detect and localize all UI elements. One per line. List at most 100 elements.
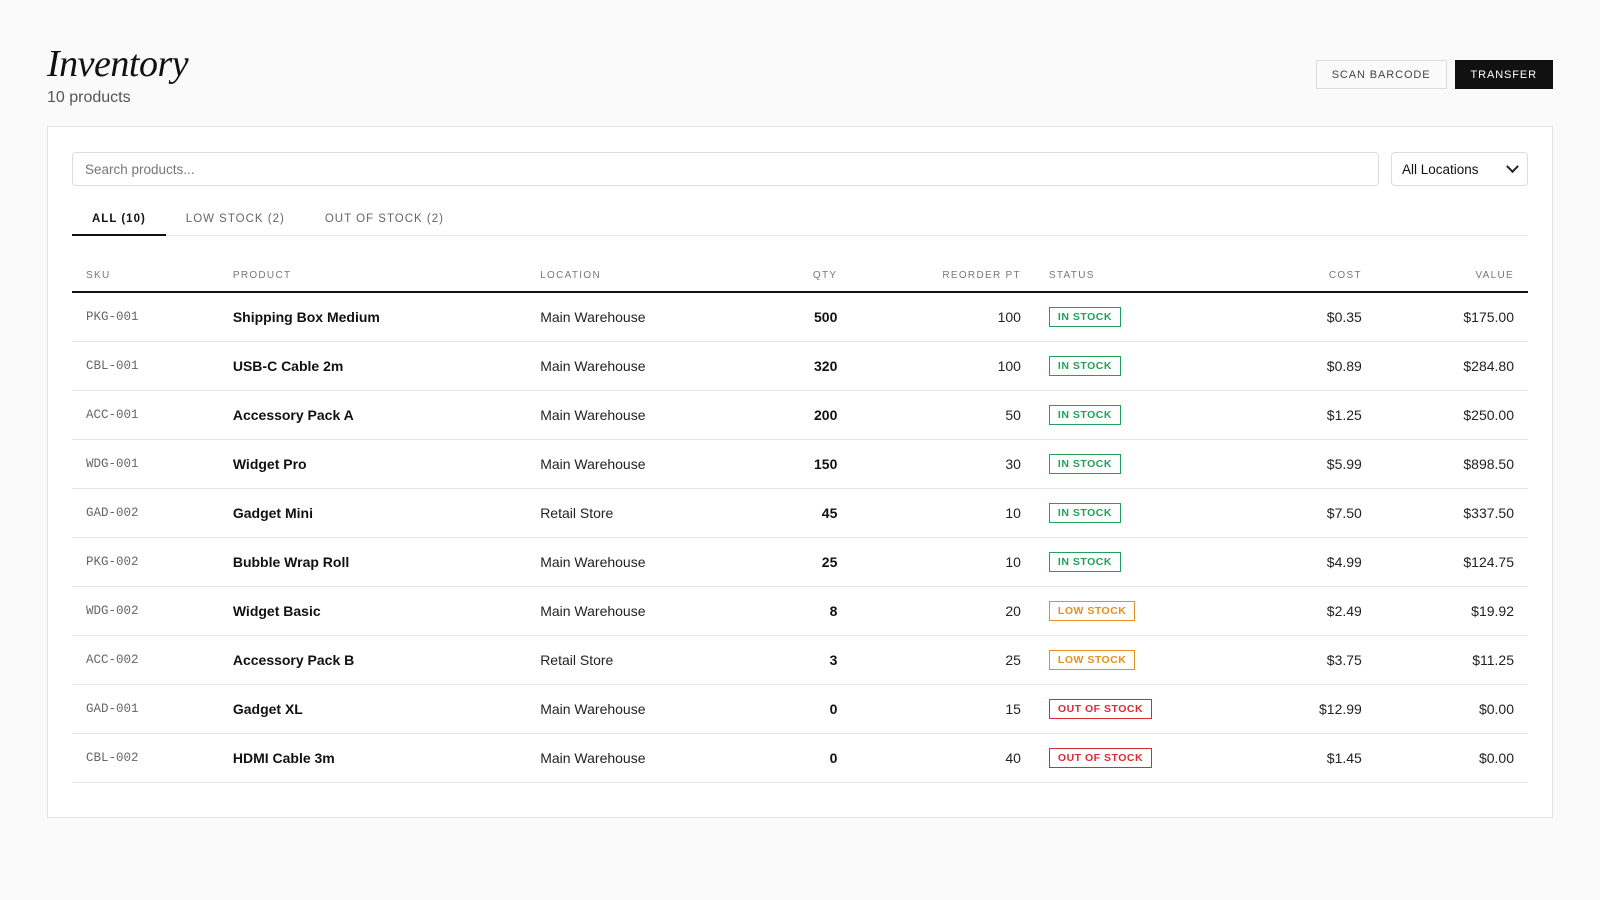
toolbar: All Locations bbox=[72, 152, 1528, 186]
cost-cell: $1.25 bbox=[1213, 390, 1376, 440]
table-row[interactable]: ACC-001 Accessory Pack A Main Warehouse … bbox=[72, 390, 1528, 440]
column-header-reorder-pt[interactable]: REORDER PT bbox=[851, 259, 1035, 293]
qty-cell: 0 bbox=[735, 733, 852, 783]
product-cell: Gadget Mini bbox=[218, 488, 527, 538]
column-header-sku[interactable]: SKU bbox=[72, 259, 219, 293]
inventory-card: All Locations ALL (10) LOW STOCK (2) OUT… bbox=[47, 126, 1553, 818]
product-cell: Bubble Wrap Roll bbox=[218, 537, 527, 587]
tab-low-stock[interactable]: LOW STOCK (2) bbox=[185, 212, 285, 225]
qty-cell: 3 bbox=[735, 635, 852, 685]
column-header-status[interactable]: STATUS bbox=[1034, 259, 1214, 293]
value-cell: $0.00 bbox=[1375, 733, 1528, 783]
value-cell: $337.50 bbox=[1375, 488, 1528, 538]
reorder-cell: 40 bbox=[851, 733, 1035, 783]
table-row[interactable]: CBL-002 HDMI Cable 3m Main Warehouse 0 4… bbox=[72, 733, 1528, 783]
product-cell: Widget Basic bbox=[218, 586, 527, 636]
location-cell: Retail Store bbox=[526, 635, 736, 685]
reorder-cell: 50 bbox=[851, 390, 1035, 440]
sku-cell: CBL-001 bbox=[72, 341, 219, 391]
reorder-cell: 100 bbox=[851, 292, 1035, 342]
reorder-cell: 20 bbox=[851, 586, 1035, 636]
status-cell: IN STOCK bbox=[1034, 488, 1214, 538]
value-cell: $19.92 bbox=[1375, 586, 1528, 636]
sku-cell: ACC-001 bbox=[72, 390, 219, 440]
status-badge: IN STOCK bbox=[1048, 552, 1121, 572]
status-badge: OUT OF STOCK bbox=[1048, 699, 1153, 719]
location-select-value: All Locations bbox=[1402, 161, 1479, 177]
column-header-location[interactable]: LOCATION bbox=[526, 259, 736, 293]
cost-cell: $3.75 bbox=[1213, 635, 1376, 685]
page-header: Inventory 10 products SCAN BARCODE TRANS… bbox=[47, 38, 1553, 118]
status-cell: IN STOCK bbox=[1034, 292, 1214, 342]
status-cell: LOW STOCK bbox=[1034, 586, 1214, 636]
status-cell: OUT OF STOCK bbox=[1034, 733, 1214, 783]
sku-cell: CBL-002 bbox=[72, 733, 219, 783]
status-badge: IN STOCK bbox=[1048, 405, 1121, 425]
status-badge: IN STOCK bbox=[1048, 454, 1121, 474]
header-actions: SCAN BARCODE TRANSFER bbox=[1315, 60, 1553, 89]
inventory-table: SKU PRODUCT LOCATION QTY REORDER PT STAT… bbox=[72, 259, 1528, 783]
column-header-value[interactable]: VALUE bbox=[1375, 259, 1528, 293]
product-cell: USB-C Cable 2m bbox=[218, 341, 527, 391]
cost-cell: $5.99 bbox=[1213, 439, 1376, 489]
table-row[interactable]: WDG-001 Widget Pro Main Warehouse 150 30… bbox=[72, 439, 1528, 489]
qty-cell: 200 bbox=[735, 390, 852, 440]
reorder-cell: 25 bbox=[851, 635, 1035, 685]
status-cell: LOW STOCK bbox=[1034, 635, 1214, 685]
column-header-qty[interactable]: QTY bbox=[735, 259, 852, 293]
status-cell: OUT OF STOCK bbox=[1034, 684, 1214, 734]
table-row[interactable]: PKG-001 Shipping Box Medium Main Warehou… bbox=[72, 292, 1528, 342]
location-cell: Main Warehouse bbox=[526, 537, 736, 587]
product-count: 10 products bbox=[47, 89, 131, 106]
product-cell: Accessory Pack A bbox=[218, 390, 527, 440]
status-cell: IN STOCK bbox=[1034, 390, 1214, 440]
location-select[interactable]: All Locations bbox=[1391, 152, 1528, 186]
table-row[interactable]: PKG-002 Bubble Wrap Roll Main Warehouse … bbox=[72, 537, 1528, 587]
scan-barcode-button[interactable]: SCAN BARCODE bbox=[1315, 60, 1447, 89]
sku-cell: GAD-001 bbox=[72, 684, 219, 734]
location-cell: Main Warehouse bbox=[526, 586, 736, 636]
value-cell: $11.25 bbox=[1375, 635, 1528, 685]
status-badge: IN STOCK bbox=[1048, 356, 1121, 376]
product-cell: Accessory Pack B bbox=[218, 635, 527, 685]
table-row[interactable]: WDG-002 Widget Basic Main Warehouse 8 20… bbox=[72, 586, 1528, 636]
cost-cell: $2.49 bbox=[1213, 586, 1376, 636]
value-cell: $175.00 bbox=[1375, 292, 1528, 342]
product-cell: HDMI Cable 3m bbox=[218, 733, 527, 783]
status-cell: IN STOCK bbox=[1034, 439, 1214, 489]
cost-cell: $12.99 bbox=[1213, 684, 1376, 734]
sku-cell: WDG-001 bbox=[72, 439, 219, 489]
location-cell: Retail Store bbox=[526, 488, 736, 538]
product-cell: Widget Pro bbox=[218, 439, 527, 489]
value-cell: $898.50 bbox=[1375, 439, 1528, 489]
qty-cell: 45 bbox=[735, 488, 852, 538]
transfer-button[interactable]: TRANSFER bbox=[1454, 60, 1553, 89]
status-badge: IN STOCK bbox=[1048, 503, 1121, 523]
page-title: Inventory bbox=[47, 43, 189, 85]
qty-cell: 320 bbox=[735, 341, 852, 391]
qty-cell: 150 bbox=[735, 439, 852, 489]
location-cell: Main Warehouse bbox=[526, 439, 736, 489]
tab-out-of-stock[interactable]: OUT OF STOCK (2) bbox=[324, 212, 444, 225]
sku-cell: PKG-001 bbox=[72, 292, 219, 342]
reorder-cell: 30 bbox=[851, 439, 1035, 489]
sku-cell: GAD-002 bbox=[72, 488, 219, 538]
qty-cell: 0 bbox=[735, 684, 852, 734]
product-cell: Gadget XL bbox=[218, 684, 527, 734]
tab-all[interactable]: ALL (10) bbox=[72, 202, 166, 236]
table-row[interactable]: ACC-002 Accessory Pack B Retail Store 3 … bbox=[72, 635, 1528, 685]
table-row[interactable]: GAD-002 Gadget Mini Retail Store 45 10 I… bbox=[72, 488, 1528, 538]
status-badge: OUT OF STOCK bbox=[1048, 748, 1153, 768]
sku-cell: WDG-002 bbox=[72, 586, 219, 636]
location-cell: Main Warehouse bbox=[526, 733, 736, 783]
search-input[interactable] bbox=[72, 152, 1379, 186]
qty-cell: 500 bbox=[735, 292, 852, 342]
column-header-cost[interactable]: COST bbox=[1213, 259, 1376, 293]
table-row[interactable]: GAD-001 Gadget XL Main Warehouse 0 15 OU… bbox=[72, 684, 1528, 734]
reorder-cell: 10 bbox=[851, 537, 1035, 587]
column-header-product[interactable]: PRODUCT bbox=[218, 259, 527, 293]
location-cell: Main Warehouse bbox=[526, 390, 736, 440]
reorder-cell: 10 bbox=[851, 488, 1035, 538]
table-row[interactable]: CBL-001 USB-C Cable 2m Main Warehouse 32… bbox=[72, 341, 1528, 391]
status-cell: IN STOCK bbox=[1034, 341, 1214, 391]
